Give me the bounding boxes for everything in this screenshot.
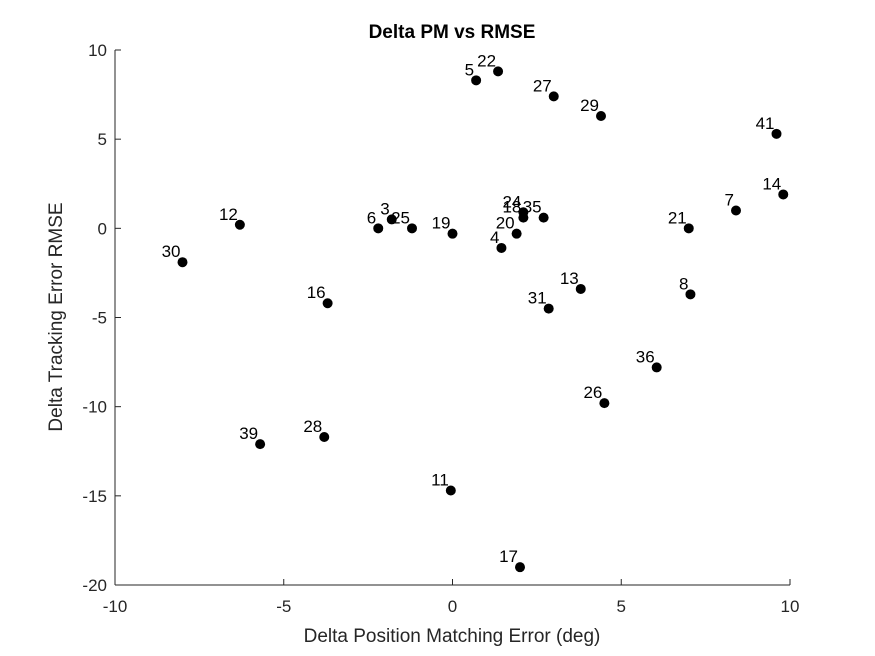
x-tick-label: 10 (781, 597, 800, 616)
data-point-label: 4 (490, 228, 499, 247)
data-point (177, 257, 188, 268)
data-point-label: 24 (502, 192, 521, 211)
data-point (599, 398, 610, 409)
data-point-label: 39 (239, 424, 258, 443)
data-point-label: 27 (533, 76, 552, 95)
y-tick-label: 5 (98, 130, 107, 149)
data-point-label: 19 (432, 214, 451, 233)
data-point-label: 29 (580, 96, 599, 115)
data-point (548, 91, 559, 102)
data-point (543, 303, 554, 314)
data-point (518, 207, 529, 218)
data-point-label: 6 (367, 208, 376, 227)
data-point-label: 17 (499, 547, 518, 566)
data-point-label: 30 (162, 242, 181, 261)
data-point-label: 12 (219, 205, 238, 224)
data-point-label: 31 (528, 289, 547, 308)
data-point (319, 431, 330, 442)
data-point (386, 214, 397, 225)
data-point (373, 223, 384, 234)
y-tick-label: 0 (98, 219, 107, 238)
chart-title: Delta PM vs RMSE (369, 22, 536, 43)
data-point-label: 11 (431, 470, 449, 489)
x-tick-label: 5 (617, 597, 626, 616)
data-point-label: 25 (391, 208, 410, 227)
data-point (538, 212, 549, 223)
data-point-label: 26 (583, 383, 602, 402)
data-point-label: 35 (523, 198, 542, 217)
data-point (683, 223, 694, 234)
data-point-label: 18 (502, 198, 521, 217)
x-tick-label: -5 (276, 597, 291, 616)
data-point (496, 242, 507, 253)
tick-marks: -10 -5 0 5 10 -20 -15 -10 -5 0 5 10 (82, 41, 799, 616)
data-point (651, 362, 662, 373)
data-point-label: 22 (477, 51, 496, 70)
y-axis-label: Delta Tracking Error RMSE (46, 202, 67, 431)
data-point-label: 5 (465, 60, 474, 79)
data-point (685, 289, 696, 300)
data-point (575, 283, 586, 294)
x-tick-label: 0 (448, 597, 457, 616)
data-point (493, 66, 504, 77)
y-tick-label: -10 (82, 398, 107, 417)
data-point (255, 439, 266, 450)
data-point-label: 3 (380, 199, 389, 218)
data-point-label: 13 (560, 269, 579, 288)
data-point (445, 485, 456, 496)
data-point-label: 16 (307, 283, 326, 302)
data-point (731, 205, 741, 216)
data-point-label: 8 (679, 274, 688, 293)
data-point-label: 36 (636, 347, 655, 366)
data-point-label: 7 (725, 191, 734, 210)
data-point (778, 189, 789, 200)
data-point-label: 41 (756, 114, 775, 133)
data-point (322, 298, 333, 309)
data-point (234, 219, 245, 230)
y-tick-label: -20 (82, 576, 107, 595)
y-tick-label: -5 (92, 309, 107, 328)
y-tick-label: 10 (88, 41, 107, 60)
data-point (596, 110, 606, 121)
data-point (511, 228, 522, 239)
data-point-label: 21 (668, 208, 687, 227)
data-point (447, 228, 458, 239)
data-point (407, 223, 417, 234)
x-tick-label: -10 (103, 597, 128, 616)
data-point-label: 20 (496, 214, 515, 233)
data-point (771, 128, 782, 139)
y-tick-label: -15 (82, 487, 107, 506)
data-point (471, 75, 482, 86)
x-axis-label: Delta Position Matching Error (deg) (304, 626, 601, 647)
data-point-label: 28 (303, 417, 322, 436)
data-point (515, 562, 525, 573)
data-point-label: 14 (762, 174, 781, 193)
